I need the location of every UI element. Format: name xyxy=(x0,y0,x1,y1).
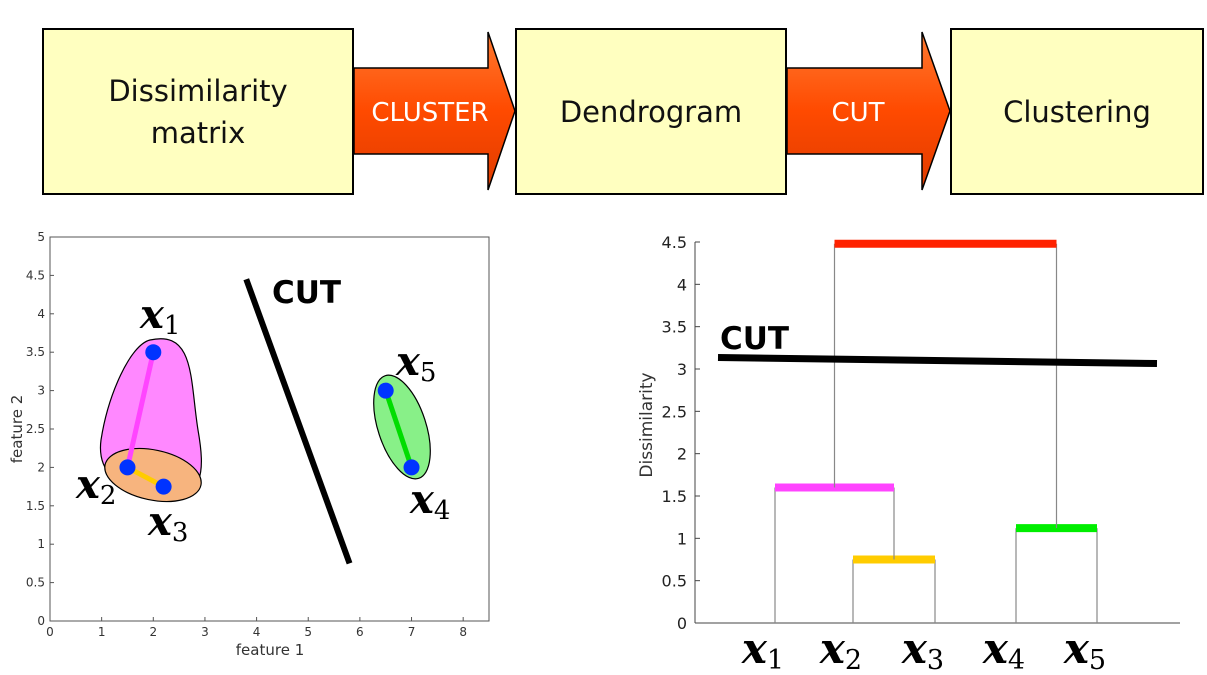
box-label-line2: matrix xyxy=(150,115,246,150)
scatter-ylabel: feature 2 xyxy=(8,395,26,463)
clustering-box: Clustering xyxy=(950,28,1204,195)
cluster-arrow-label: CLUSTER xyxy=(371,98,488,128)
scatter-point-x2 xyxy=(119,459,136,476)
scatter-ytick-label: 4 xyxy=(37,307,45,321)
scatter-ytick-label: 1.5 xyxy=(26,499,45,513)
box-label: Dendrogram xyxy=(559,94,743,129)
dendrogram-box: Dendrogram xyxy=(515,28,787,195)
dendrogram-ytick-label: 2.5 xyxy=(662,402,687,421)
scatter-ytick-label: 1 xyxy=(37,537,45,551)
scatter-point-x5 xyxy=(377,382,394,399)
scatter-ytick-label: 0 xyxy=(37,614,45,628)
scatter-xtick-label: 0 xyxy=(46,625,54,639)
box-label: Clustering xyxy=(1003,94,1151,129)
scatter-xtick-label: 5 xyxy=(304,625,312,639)
scatter-point-x3 xyxy=(155,478,172,495)
scatter-ytick-label: 2.5 xyxy=(26,422,45,436)
leaf-label-5: x5 xyxy=(1063,624,1106,675)
dendrogram-ytick-label: 2 xyxy=(677,445,687,464)
dendrogram-ytick-label: 0.5 xyxy=(662,572,687,591)
scatter-xtick-label: 4 xyxy=(253,625,261,639)
cut-arrow xyxy=(786,31,951,191)
scatter-xtick-label: 7 xyxy=(408,625,416,639)
point-label-x4: x4 xyxy=(409,476,450,526)
scatter-link-x5-x4 xyxy=(383,389,414,469)
dendrogram-cut-label: CUT xyxy=(720,321,789,357)
dendrogram-ytick-label: 4 xyxy=(677,275,687,294)
point-label-x1: x1 xyxy=(139,291,180,341)
dissimilarity-matrix-box: Dissimilarity matrix xyxy=(42,28,354,195)
scatter-point-x1 xyxy=(145,344,162,361)
dendrogram-ytick-label: 3 xyxy=(677,360,687,379)
scatter-xtick-label: 2 xyxy=(149,625,157,639)
dendrogram-ytick-label: 0 xyxy=(677,614,687,633)
point-label-x2: x2 xyxy=(75,461,116,511)
point-label-x5: x5 xyxy=(395,338,436,388)
dendrogram-ytick-label: 3.5 xyxy=(662,318,687,337)
scatter-xtick-label: 3 xyxy=(201,625,209,639)
scatter-xlabel: feature 1 xyxy=(236,641,304,659)
scatter-ytick-label: 2 xyxy=(37,460,45,474)
scatter-xtick-label: 8 xyxy=(459,625,467,639)
leaf-label-2: x2 xyxy=(819,624,862,675)
scatter-xtick-label: 6 xyxy=(356,625,364,639)
cluster-arrow xyxy=(353,31,516,191)
leaf-label-3: x3 xyxy=(901,624,944,675)
leaf-label-1: x1 xyxy=(741,624,784,675)
dendrogram-ytick-label: 4.5 xyxy=(662,233,687,252)
box-label-line1: Dissimilarity xyxy=(108,73,288,108)
scatter-ytick-label: 4.5 xyxy=(26,268,45,282)
dendrogram-ytick-label: 1 xyxy=(677,529,687,548)
point-label-x3: x3 xyxy=(147,498,188,548)
scatter-ytick-label: 3 xyxy=(37,384,45,398)
dendrogram-cut-line xyxy=(717,354,1158,368)
dendrogram-ylabel: Dissimilarity xyxy=(637,372,657,477)
scatter-point-x4 xyxy=(403,459,420,476)
scatter-xtick-label: 1 xyxy=(98,625,106,639)
scatter-ytick-label: 0.5 xyxy=(26,576,45,590)
dendrogram-ytick-label: 1.5 xyxy=(662,487,687,506)
leaf-label-4: x4 xyxy=(982,624,1025,675)
scatter-cut-label: CUT xyxy=(272,275,341,311)
scatter-ytick-label: 5 xyxy=(37,230,45,244)
scatter-ytick-label: 3.5 xyxy=(26,345,45,359)
cut-arrow-label: CUT xyxy=(831,98,884,128)
scatter-link-x1-x2 xyxy=(125,351,156,468)
scatter-cut-line xyxy=(243,278,353,565)
